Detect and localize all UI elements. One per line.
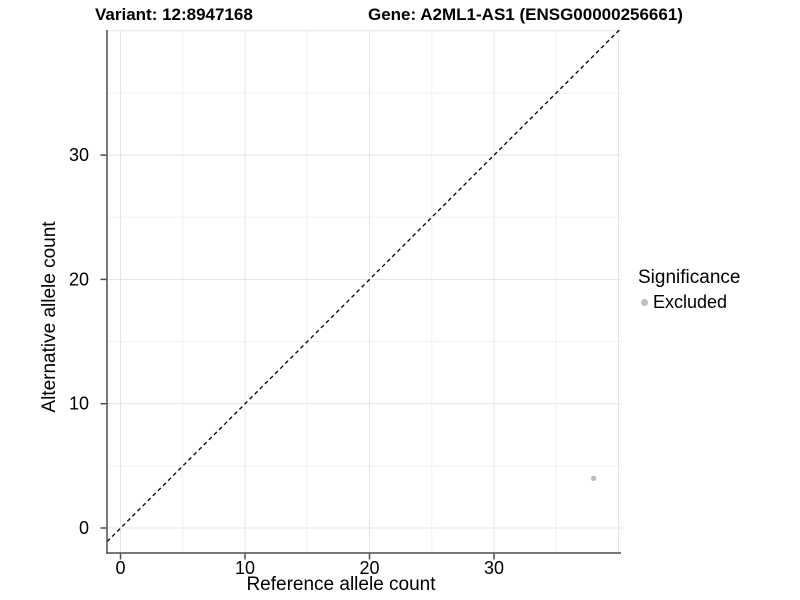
y-tick-label: 30 <box>69 145 89 165</box>
identity-reference-line <box>106 29 620 543</box>
legend-title: Significance <box>638 267 741 288</box>
y-tick-label: 20 <box>69 269 89 289</box>
plot-title-gene: Gene: A2ML1-AS1 (ENSG00000256661) <box>368 5 683 24</box>
y-tick-label: 0 <box>79 518 89 538</box>
x-tick-label: 10 <box>235 558 255 578</box>
legend-point-icon <box>641 299 648 306</box>
data-point <box>590 475 597 481</box>
y-tick-label: 10 <box>69 394 89 414</box>
x-tick-label: 20 <box>359 558 379 578</box>
x-tick-label: 0 <box>115 558 125 578</box>
legend: Significance Excluded <box>638 267 740 313</box>
legend-item-excluded: Excluded <box>641 292 740 313</box>
legend-item-label: Excluded <box>653 292 728 312</box>
plot-title-variant: Variant: 12:8947168 <box>95 5 253 24</box>
x-axis-title: Reference allele count <box>246 574 436 595</box>
x-tick-label: 30 <box>484 558 504 578</box>
